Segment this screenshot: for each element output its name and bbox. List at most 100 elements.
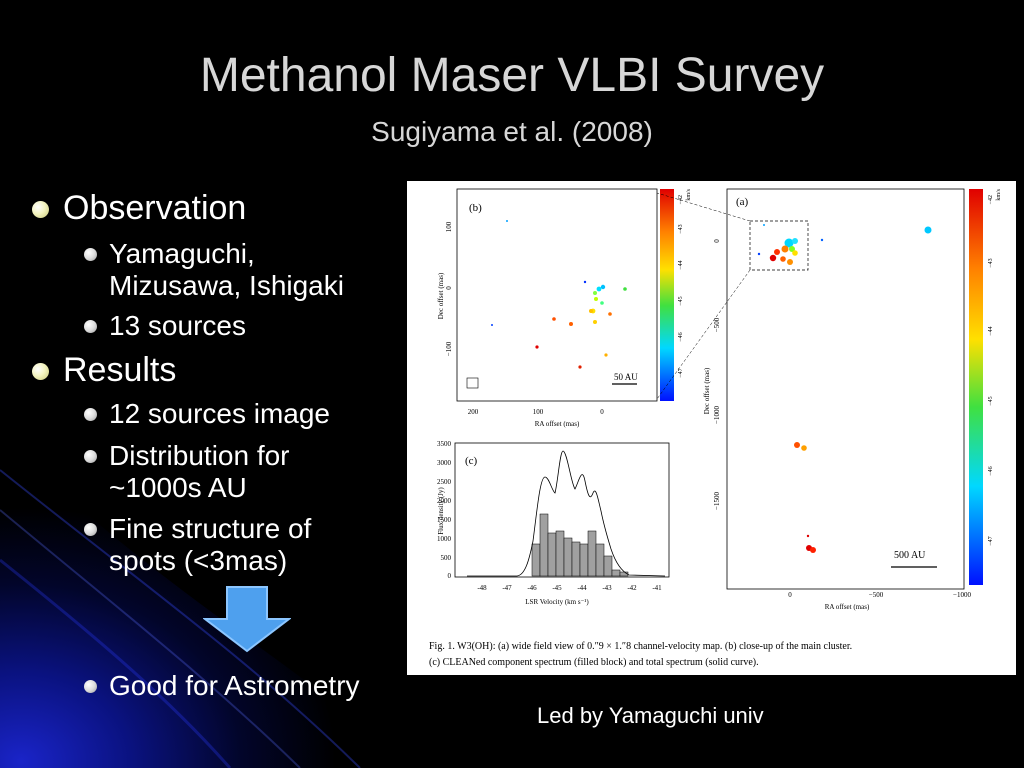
bullet-text: Observation — [63, 189, 247, 227]
panel-a-ytick: −1000 — [713, 406, 721, 424]
bullet-dot-icon — [84, 450, 97, 463]
panel-b-ytick: −100 — [445, 341, 453, 356]
panel-b-colorbar-tick: −43 — [678, 224, 684, 233]
panel-a-label: (a) — [736, 196, 749, 208]
panel-c-xlabel: LSR Velocity (km s⁻¹) — [525, 598, 589, 606]
panel-b-ytick: 0 — [445, 286, 453, 290]
panel-c-ytick: 500 — [441, 554, 452, 562]
panel-c-xtick: -41 — [652, 584, 662, 592]
panel-a-scale-label: 500 AU — [894, 550, 926, 561]
panel-a-ytick: −1500 — [713, 492, 721, 510]
panel-a-colorbar-tick: −47 — [988, 536, 994, 545]
panel-c-ytick: 3000 — [437, 459, 452, 467]
credit-text: Led by Yamaguchi univ — [537, 703, 764, 728]
panel-b-xlabel: RA offset (mas) — [535, 420, 580, 428]
sub-bullet-text: Distribution for ~1000s AU — [109, 440, 290, 503]
panel-c-xtick: -44 — [577, 584, 587, 592]
panel-b-ytick: 100 — [445, 221, 453, 232]
bullet-dot-icon — [32, 201, 49, 218]
panel-c-ytick: 0 — [448, 572, 452, 580]
figure-svg: (b) 200 100 0 RA offset (mas) 100 0 −100… — [429, 188, 1002, 668]
panel-c-ylabel: Flux density (Jy) — [437, 487, 445, 535]
panel-b-ylabel: Dec offset (mas) — [437, 272, 445, 319]
sub-bullet-images: 12 sources image — [84, 398, 330, 430]
paper-figure: (b) 200 100 0 RA offset (mas) 100 0 −100… — [407, 181, 1016, 675]
panel-c-ytick: 1500 — [437, 516, 452, 524]
panel-b: (b) 200 100 0 RA offset (mas) 100 0 −100… — [437, 188, 692, 428]
panel-b-xtick: 0 — [600, 408, 604, 416]
panel-a-xtick: −1000 — [953, 591, 971, 599]
panel-c-ytick: 2000 — [437, 497, 452, 505]
panel-a-colorbar-tick: −44 — [988, 326, 994, 335]
panel-b-colorbar-tick: −42 — [678, 195, 684, 204]
bullet-text: Results — [63, 351, 177, 389]
panel-c: (c) 3500 3000 2500 2000 1500 1000 500 0 … — [437, 440, 670, 606]
sub-bullet-distribution: Distribution for ~1000s AU — [84, 440, 290, 504]
panel-c-ytick: 3500 — [437, 440, 452, 448]
beam-box — [466, 377, 479, 389]
panel-a-ylabel: Dec offset (mas) — [703, 367, 711, 414]
panel-c-histogram — [531, 513, 629, 577]
panel-b-frame — [456, 188, 658, 402]
panel-c-xtick: -45 — [552, 584, 562, 592]
panel-a-xlabel: RA offset (mas) — [825, 603, 870, 611]
panel-a-ytick: −500 — [713, 317, 721, 332]
panel-a-colorbar-unit: km/s — [996, 188, 1002, 200]
bullet-dot-icon — [32, 363, 49, 380]
panel-b-label: (b) — [469, 202, 482, 214]
panel-a-colorbar — [969, 189, 983, 585]
bullet-conclusion: Good for Astrometry — [84, 670, 360, 702]
bullet-dot-icon — [84, 523, 97, 536]
panel-a-spots — [757, 224, 932, 553]
sub-bullet-text: 13 sources — [109, 310, 246, 341]
panel-c-xtick: -47 — [502, 584, 512, 592]
bullet-dot-icon — [84, 320, 97, 333]
bullet-results: Results — [32, 352, 176, 388]
bullet-conclusion-text: Good for Astrometry — [109, 670, 360, 701]
panel-c-frame — [454, 442, 670, 578]
bullet-observation: Observation — [32, 190, 246, 226]
sub-bullet-fine-structure: Fine structure of spots (<3mas) — [84, 513, 311, 577]
panel-c-xtick: -46 — [527, 584, 537, 592]
panel-b-colorbar-tick: −47 — [678, 368, 684, 377]
panel-b-xtick: 200 — [468, 408, 479, 416]
panel-b-colorbar — [660, 189, 674, 401]
panel-a-xtick: −500 — [869, 591, 884, 599]
sub-bullet-stations: Yamaguchi, Mizusawa, Ishigaki — [84, 238, 344, 302]
panel-c-ytick: 2500 — [437, 478, 452, 486]
zoom-box — [749, 220, 809, 271]
figure-caption-line1: Fig. 1. W3(OH): (a) wide field view of 0… — [429, 641, 852, 652]
bullet-dot-icon — [84, 408, 97, 421]
panel-a: (a) 0 −500 −1000 RA offset (mas) 0 −500 … — [656, 188, 1002, 611]
panel-c-xtick: -43 — [602, 584, 612, 592]
zoom-line — [656, 192, 751, 222]
down-arrow-icon — [203, 586, 291, 653]
panel-b-colorbar-tick: −45 — [678, 296, 684, 305]
zoom-line — [656, 269, 751, 400]
panel-a-ytick: 0 — [713, 239, 721, 243]
slide-title: Methanol Maser VLBI Survey — [199, 49, 825, 102]
sub-bullet-text: Fine structure of spots (<3mas) — [109, 513, 312, 576]
sub-bullet-text: 12 sources image — [109, 398, 331, 429]
panel-a-colorbar-tick: −46 — [988, 466, 994, 475]
bullet-dot-icon — [84, 248, 97, 261]
panel-c-xtick: -48 — [477, 584, 487, 592]
slide-subtitle: Sugiyama et al. (2008) — [371, 116, 653, 147]
panel-a-xtick: 0 — [788, 591, 792, 599]
panel-c-ytick: 1000 — [437, 535, 452, 543]
panel-b-colorbar-unit: km/s — [686, 188, 692, 200]
figure-caption-line2: (c) CLEANed component spectrum (filled b… — [429, 657, 759, 668]
panel-b-colorbar-tick: −44 — [678, 260, 684, 269]
panel-a-colorbar-tick: −45 — [988, 396, 994, 405]
panel-c-xtick: -42 — [627, 584, 637, 592]
panel-b-xtick: 100 — [533, 408, 544, 416]
panel-a-colorbar-tick: −42 — [988, 195, 994, 204]
panel-a-frame — [726, 188, 965, 590]
sub-bullet-text: Yamaguchi, Mizusawa, Ishigaki — [109, 238, 344, 301]
panel-b-colorbar-tick: −46 — [678, 332, 684, 341]
panel-c-label: (c) — [465, 455, 478, 467]
panel-a-colorbar-tick: −43 — [988, 258, 994, 267]
bullet-dot-icon — [84, 680, 97, 693]
panel-b-scale-label: 50 AU — [614, 372, 638, 382]
panel-b-spots — [491, 220, 627, 369]
